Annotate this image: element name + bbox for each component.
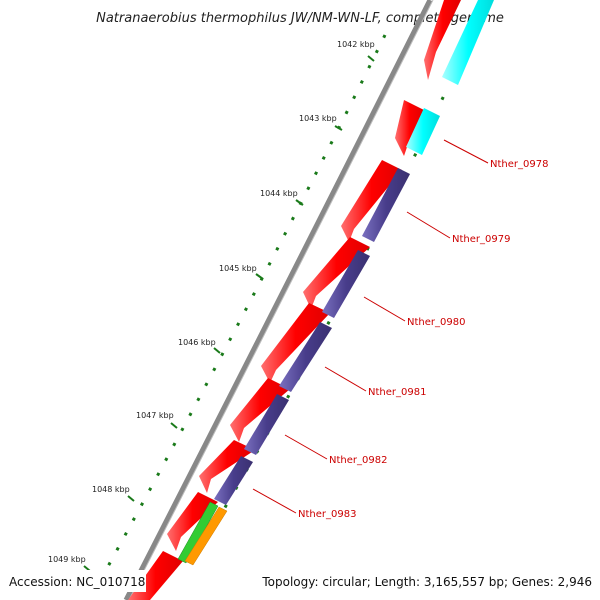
major-tick [170, 422, 178, 429]
purple-feature-track [214, 168, 410, 505]
backbone-highlight [128, 0, 434, 600]
purple-feature [214, 456, 253, 505]
kbp-labels: 1042 kbp 1043 kbp 1044 kbp 1045 kbp 1046… [48, 40, 375, 564]
kbp-label: 1045 kbp [219, 264, 257, 273]
leader-line [252, 488, 297, 514]
major-tick [334, 125, 343, 131]
gene-label: Nther_0978 [490, 159, 548, 170]
leader-line [324, 366, 367, 392]
gene-leaders [252, 139, 489, 514]
gene-label: Nther_0983 [298, 509, 356, 520]
summary-text: Topology: circular; Length: 3,165,557 bp… [261, 575, 592, 589]
purple-feature [362, 168, 410, 242]
red-feature-arrow [303, 237, 370, 309]
green-feature [177, 501, 219, 564]
kbp-label: 1047 kbp [136, 411, 174, 420]
red-feature-track [128, 0, 461, 600]
cyan-feature [442, 0, 494, 85]
major-tick [367, 55, 375, 62]
red-feature-arrow [261, 303, 330, 383]
major-tick [295, 199, 304, 206]
gene-labels: Nther_0978 Nther_0979 Nther_0980 Nther_0… [298, 159, 548, 520]
gene-label: Nther_0981 [368, 387, 426, 398]
kbp-label: 1049 kbp [48, 555, 86, 564]
red-feature-arrow [199, 440, 255, 493]
gene-label: Nther_0982 [329, 455, 387, 466]
accession-background [4, 570, 146, 592]
gene-label: Nther_0980 [407, 317, 465, 328]
kbp-label: 1044 kbp [260, 189, 298, 198]
red-feature-arrow [341, 160, 402, 242]
major-ticks [83, 55, 375, 572]
purple-feature [322, 250, 370, 318]
red-feature-arrow [424, 0, 461, 80]
major-tick [127, 495, 135, 502]
cyan-feature [406, 108, 440, 155]
kbp-label: 1048 kbp [92, 485, 130, 494]
leader-line [363, 296, 406, 322]
major-tick [255, 273, 264, 280]
purple-feature [279, 322, 332, 392]
kbp-label: 1043 kbp [299, 114, 337, 123]
accession-text: Accession: NC_010718 [9, 575, 145, 589]
map-title: Natranaerobius thermophilus JW/NM-WN-LF,… [96, 11, 504, 26]
red-feature-arrow [395, 100, 424, 156]
summary-background [252, 570, 596, 592]
orange-feature [184, 506, 228, 566]
purple-feature [244, 394, 289, 455]
kbp-label: 1042 kbp [337, 40, 375, 49]
leader-line [443, 139, 489, 164]
gene-label: Nther_0979 [452, 234, 510, 245]
red-feature-arrow [230, 378, 290, 442]
cyan-feature-track [406, 0, 494, 155]
backbone-arc [123, 0, 433, 600]
minor-ticks-track [93, 34, 387, 591]
major-tick [213, 347, 221, 354]
leader-line [406, 211, 451, 239]
leader-line [284, 434, 328, 460]
red-feature-arrow [167, 492, 218, 551]
kbp-label: 1046 kbp [178, 338, 216, 347]
